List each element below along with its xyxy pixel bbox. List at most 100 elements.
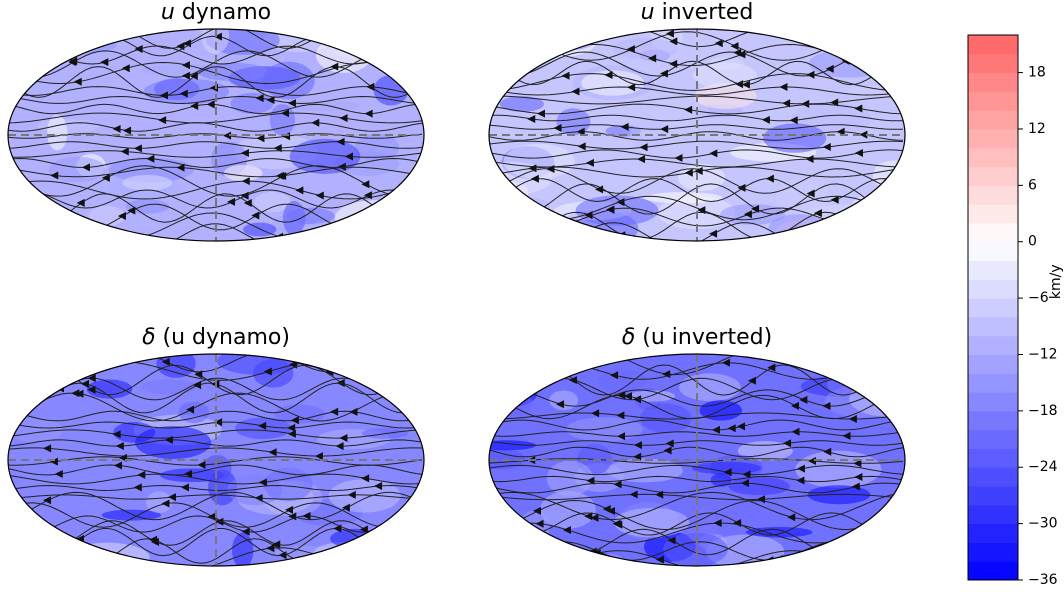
map-blob xyxy=(833,347,913,371)
stream-arrow xyxy=(81,365,89,373)
map-blob xyxy=(354,29,393,55)
map-blob xyxy=(13,346,87,372)
map-blob xyxy=(525,29,596,57)
stream-arrow xyxy=(354,49,362,57)
stream-arrow xyxy=(78,220,86,228)
colorbar-tick-label: 18 xyxy=(1028,65,1046,81)
stream-arrow xyxy=(661,241,669,249)
colorbar-band xyxy=(968,392,1018,411)
colorbar-band xyxy=(968,129,1018,148)
colorbar-band xyxy=(968,261,1018,280)
map-blob xyxy=(4,461,24,485)
colorbar-band xyxy=(968,91,1018,110)
map-blob xyxy=(0,368,49,405)
colorbar-band xyxy=(968,542,1018,561)
map-panel xyxy=(8,18,458,257)
colorbar-band xyxy=(968,298,1018,317)
stream-arrow xyxy=(94,33,102,41)
stream-arrow xyxy=(562,549,570,557)
colorbar-band xyxy=(968,373,1018,392)
map-blob xyxy=(37,119,99,133)
colorbar-band xyxy=(968,73,1018,92)
map-blob xyxy=(466,193,532,230)
stream-arrow xyxy=(540,42,548,50)
map-blob xyxy=(776,24,866,40)
colorbar-band xyxy=(968,317,1018,336)
map-blob xyxy=(794,550,857,577)
colorbar-band xyxy=(968,279,1018,298)
stream-arrow xyxy=(58,212,66,220)
map-blob xyxy=(775,178,829,212)
map-blob xyxy=(123,175,173,191)
stream-arrow xyxy=(544,215,552,223)
title-symbol: δ xyxy=(142,325,155,350)
map-blob xyxy=(850,196,883,226)
map-blob xyxy=(384,220,458,242)
stream-arrow xyxy=(836,538,844,546)
map-blob xyxy=(142,379,197,394)
map-blob xyxy=(19,346,79,375)
colorbar-tick-label: −18 xyxy=(1028,403,1058,419)
map-blob xyxy=(224,165,263,181)
map-blob xyxy=(75,350,110,361)
colorbar-tick-label: −30 xyxy=(1028,516,1058,532)
stream-arrow xyxy=(377,47,385,55)
map-blob xyxy=(614,508,689,537)
map-blob xyxy=(386,223,450,257)
map-blob xyxy=(551,135,625,150)
map-blob xyxy=(156,349,195,378)
colorbar-band xyxy=(968,223,1018,242)
map-blob xyxy=(374,75,409,105)
map-blob xyxy=(498,224,585,236)
panel-title: u dynamo xyxy=(161,0,271,25)
colorbar-band xyxy=(968,505,1018,524)
panel-title: δ (u dynamo) xyxy=(142,325,290,350)
stream-arrow xyxy=(524,365,532,373)
map-blob xyxy=(888,553,921,576)
colorbar-band xyxy=(968,467,1018,486)
colorbar-band xyxy=(968,167,1018,186)
colorbar-band xyxy=(968,35,1018,54)
map-blob xyxy=(264,468,313,502)
stream-arrow xyxy=(351,363,359,371)
stream-arrow xyxy=(61,213,69,221)
map-blob xyxy=(350,342,437,371)
stream-arrow xyxy=(64,40,72,48)
colorbar-band xyxy=(968,148,1018,167)
colorbar-tick-label: −6 xyxy=(1028,290,1049,306)
colorbar-band xyxy=(968,185,1018,204)
title-text: (u dynamo) xyxy=(163,325,290,350)
map-blob xyxy=(540,18,600,51)
map-blob xyxy=(453,544,529,574)
title-symbol: u xyxy=(641,0,655,25)
colorbar-band xyxy=(968,448,1018,467)
map-blob xyxy=(72,342,107,369)
map-panel xyxy=(453,347,927,577)
colorbar-band xyxy=(968,486,1018,505)
colorbar-band xyxy=(968,54,1018,73)
colorbar-band xyxy=(968,430,1018,449)
title-symbol: u xyxy=(161,0,175,25)
colorbar-band xyxy=(968,354,1018,373)
figure: u dynamo u inverted δ (u dynamo) δ (u inver… xyxy=(0,0,1064,592)
colorbar-band xyxy=(968,561,1018,580)
colorbar-band xyxy=(968,110,1018,129)
map-blob xyxy=(270,104,295,136)
stream-arrow xyxy=(352,223,360,231)
map-blob xyxy=(104,25,141,37)
colorbar-tick-label: 12 xyxy=(1028,121,1046,137)
panel-title: u inverted xyxy=(641,0,754,25)
colorbar-tick-label: 0 xyxy=(1028,234,1037,250)
map-blob xyxy=(679,373,741,401)
stream-arrow xyxy=(836,371,844,379)
map-blob xyxy=(313,542,385,568)
colorbar-band xyxy=(968,524,1018,543)
map-blob xyxy=(47,115,67,151)
colorbar-band xyxy=(968,204,1018,223)
map-blob xyxy=(9,418,62,443)
panel-title: δ (u inverted) xyxy=(622,325,772,350)
map-blob xyxy=(477,388,532,419)
map-blob xyxy=(309,551,390,562)
map-blob xyxy=(350,26,433,41)
map-blob xyxy=(852,365,928,386)
